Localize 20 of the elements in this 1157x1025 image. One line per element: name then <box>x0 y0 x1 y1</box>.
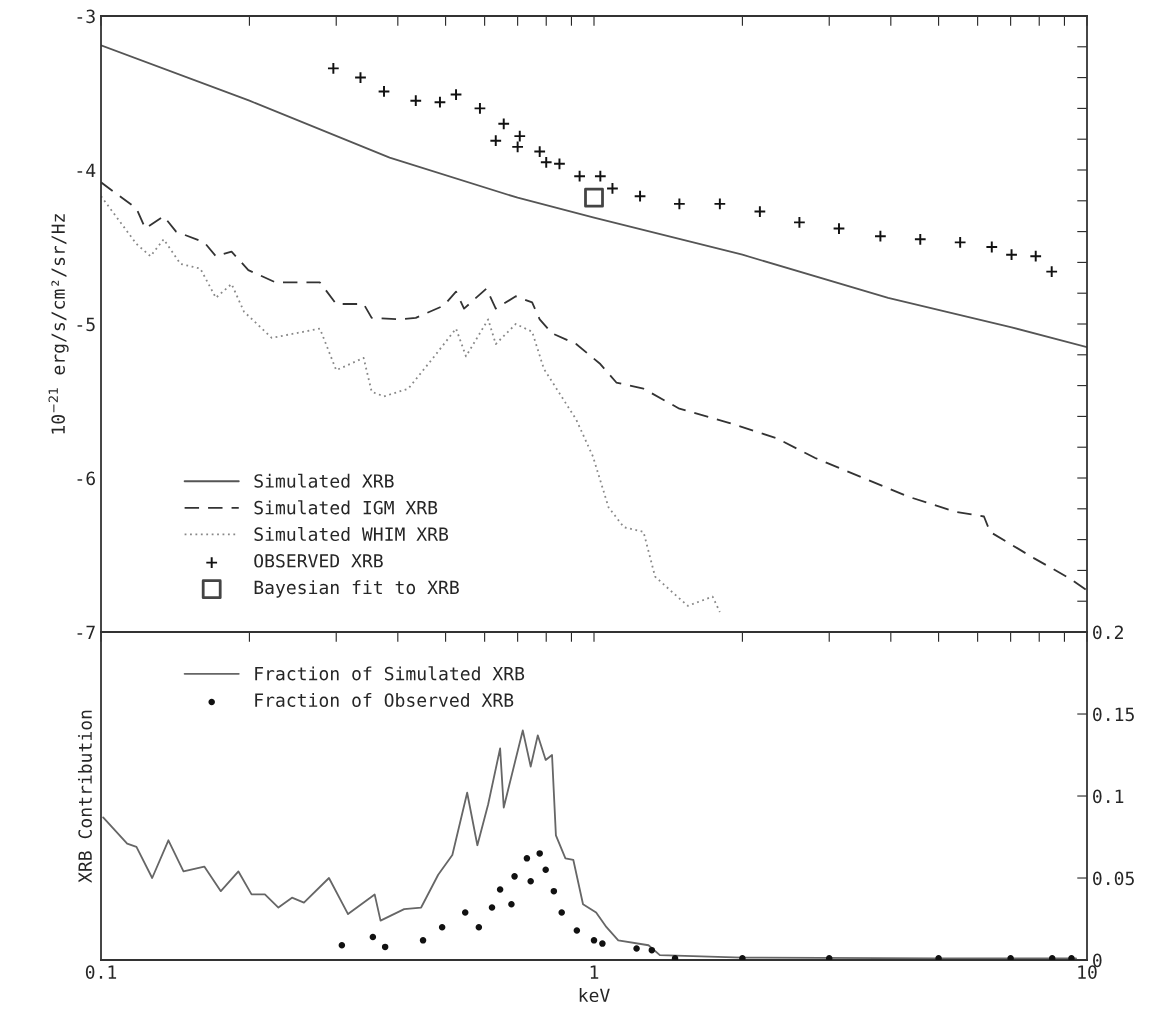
y-axis-title: XRB Contribution <box>77 710 92 883</box>
y-tick-label: -3 <box>77 9 95 24</box>
y-tick-label: 0.1 <box>1093 789 1124 804</box>
y-axis-title: 10$^{−21}$ erg/s/cm²/sr/Hz <box>48 214 69 434</box>
legend-label: OBSERVED XRB <box>254 553 383 568</box>
y-tick-label: 0.2 <box>1093 625 1123 640</box>
legend-label: Fraction of Observed XRB <box>255 693 514 707</box>
legend-label: Simulated WHIM XRB <box>254 526 449 542</box>
y-tick-label: -6 <box>77 471 95 486</box>
y-tick-label: -5 <box>77 317 95 332</box>
legend-label: Bayesian fit to XRB <box>254 580 459 598</box>
legend-label: Simulated IGM XRB <box>254 500 438 515</box>
y-tick-label: -7 <box>77 625 95 639</box>
y-tick-label: 0.05 <box>1093 871 1134 886</box>
y-tick-label: 0.15 <box>1093 707 1134 722</box>
x-axis-title: keV <box>579 988 610 1003</box>
legend-label: Simulated XRB <box>254 473 394 488</box>
legend-label: Fraction of Simulated XRB <box>255 666 525 681</box>
y-tick-label: -4 <box>77 163 96 177</box>
x-tick-label: 1 <box>590 965 599 979</box>
